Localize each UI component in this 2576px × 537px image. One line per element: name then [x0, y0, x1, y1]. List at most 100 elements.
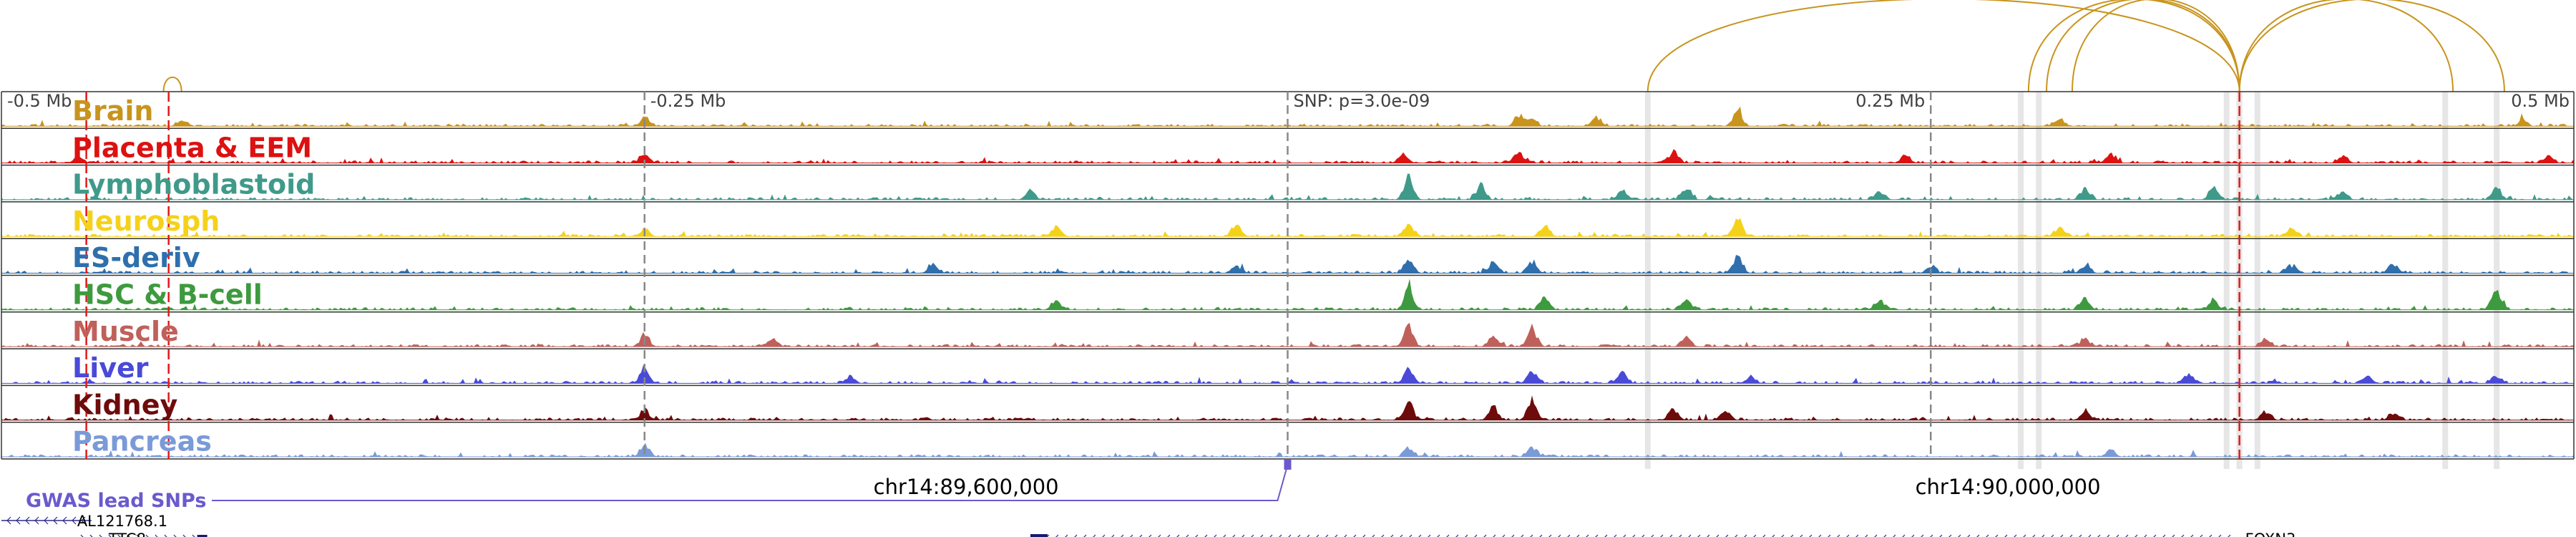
highlight-bands [1644, 92, 2500, 469]
strand-arrow [1344, 534, 1347, 537]
strand-arrow [2079, 534, 2082, 537]
chromatin-loops [162, 0, 2505, 92]
strand-arrow [1446, 534, 1450, 537]
strand-arrow [2153, 534, 2157, 537]
chromatin-loop-2 [2046, 0, 2240, 92]
gene-0: AL121768.1 [1, 513, 167, 530]
strand-arrow [1158, 534, 1161, 537]
strand-arrow [173, 534, 177, 537]
strand-arrow [1548, 534, 1552, 537]
strand-arrow [1428, 534, 1431, 537]
track-label-1: Placenta & EEM [72, 132, 312, 163]
gene-1: TTC8 [80, 531, 208, 537]
gene-label-2: FOXN3 [2245, 531, 2296, 537]
strand-arrow [1083, 534, 1087, 537]
strand-arrow [1846, 534, 1850, 537]
strand-arrow [1669, 534, 1673, 537]
tick-label-3: 0.25 Mb [1855, 91, 1925, 111]
strand-arrow [1818, 534, 1822, 537]
strand-arrow [1483, 534, 1487, 537]
strand-arrow [164, 534, 167, 537]
strand-arrow [1232, 534, 1236, 537]
strand-arrow [1660, 534, 1664, 537]
gene-label-0: AL121768.1 [77, 513, 167, 530]
strand-arrow [1558, 534, 1561, 537]
strand-arrow [108, 534, 112, 537]
track-label-4: ES-deriv [72, 242, 200, 274]
strand-arrow [1809, 534, 1813, 537]
strand-arrow [1921, 534, 1924, 537]
strand-arrow [2181, 534, 2185, 537]
strand-arrow [1744, 534, 1747, 537]
strand-arrow [1725, 534, 1729, 537]
strand-arrow [1967, 534, 1971, 537]
snp-red-markers [85, 92, 2240, 459]
strand-arrow [1716, 534, 1719, 537]
chromatin-loop-6 [162, 77, 182, 92]
highlight-band-1 [2018, 92, 2024, 469]
strand-arrow [136, 534, 140, 537]
strand-arrow [1251, 534, 1254, 537]
strand-arrow [1409, 534, 1413, 537]
strand-arrow [1595, 534, 1599, 537]
strand-arrow [1586, 534, 1589, 537]
chromatin-loop-1 [2027, 0, 2240, 92]
chromatin-loop-3 [2071, 0, 2240, 92]
strand-arrow [1260, 534, 1264, 537]
strand-arrow [1855, 534, 1859, 537]
strand-arrow [80, 534, 84, 537]
strand-arrow [1790, 534, 1794, 537]
gwas-snp-marker [1284, 460, 1292, 470]
strand-arrow [1474, 534, 1478, 537]
strand-arrow [1195, 534, 1199, 537]
strand-arrow [72, 516, 77, 525]
strand-arrow [2088, 534, 2092, 537]
strand-arrow [1362, 534, 1366, 537]
track-label-5: HSC & B-cell [72, 279, 263, 311]
strand-arrow [1055, 534, 1059, 537]
strand-arrow [1753, 534, 1757, 537]
strand-arrow [1335, 534, 1338, 537]
strand-arrow [155, 534, 158, 537]
strand-arrow [1418, 534, 1422, 537]
strand-arrow [1139, 534, 1143, 537]
strand-arrow [2032, 534, 2036, 537]
strand-arrow [81, 516, 86, 525]
strand-arrow [1958, 534, 1961, 537]
strand-arrow [1502, 534, 1506, 537]
strand-arrow [44, 516, 49, 525]
chromatin-loop-5 [2238, 0, 2505, 92]
strand-arrow [1214, 534, 1217, 537]
strand-arrow [1390, 534, 1394, 537]
strand-arrow [1223, 534, 1226, 537]
track-labels: Brain Placenta & EEM Lymphoblastoid Neurosp… [72, 95, 315, 458]
strand-arrow [1679, 534, 1682, 537]
track-label-3: Neurosph [72, 205, 220, 237]
strand-arrow [1102, 534, 1106, 537]
track-5 [1, 274, 2574, 311]
strand-arrow [2023, 534, 2026, 537]
strand-arrow [2107, 534, 2110, 537]
tick-label-1: -0.25 Mb [650, 91, 726, 111]
strand-arrow [2200, 534, 2203, 537]
strand-arrow [1269, 534, 1273, 537]
strand-arrow [1781, 534, 1785, 537]
strand-arrow [1986, 534, 1989, 537]
strand-arrow [1614, 534, 1617, 537]
strand-arrow [2051, 534, 2054, 537]
strand-arrow [1381, 534, 1385, 537]
gwas-connector [212, 464, 1289, 501]
strand-arrow [1632, 534, 1636, 537]
strand-arrow [192, 534, 195, 537]
strand-arrow [1883, 534, 1887, 537]
strand-arrow [2172, 534, 2175, 537]
strand-arrow [2209, 534, 2212, 537]
highlight-band-2 [2036, 92, 2042, 469]
strand-arrow [2190, 534, 2194, 537]
gene-exon [197, 535, 208, 537]
track-label-6: Muscle [72, 316, 179, 347]
strand-arrow [1074, 534, 1078, 537]
strand-arrow [1697, 534, 1701, 537]
strand-arrow [2004, 534, 2008, 537]
